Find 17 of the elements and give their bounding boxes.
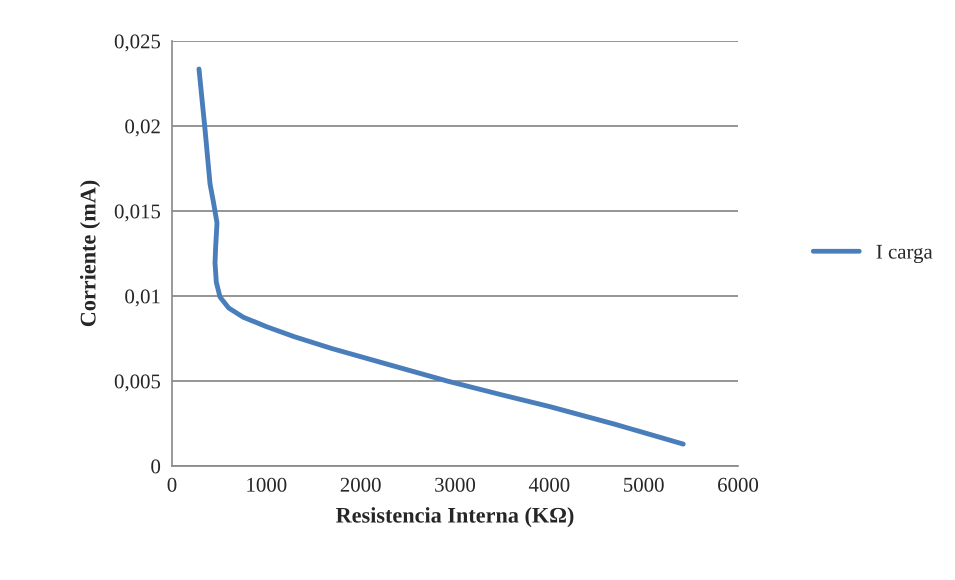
y-tick-label: 0,02 [125,119,160,136]
x-tick-label: 4000 [528,478,570,492]
y-tick-label: 0,015 [114,204,160,222]
x-tick-label: 1000 [247,478,286,492]
x-axis-title: Resistencia Interna (KΩ) [336,507,574,528]
y-tick-label: 0,025 [114,34,160,52]
y-axis-title: Corriente (mA) [80,180,100,326]
x-tick-label: 0 [168,478,176,492]
x-tick-label: 5000 [624,478,664,492]
y-tick-label: 0,005 [114,374,160,392]
x-tick-label: 2000 [340,478,381,492]
y-tick-label: 0,01 [125,289,160,306]
line-series [196,66,686,446]
legend-label: I carga [876,244,932,264]
y-tick-label: 0 [151,459,160,474]
x-tick-label: 3000 [435,478,476,492]
x-tick-label: 6000 [718,478,758,492]
